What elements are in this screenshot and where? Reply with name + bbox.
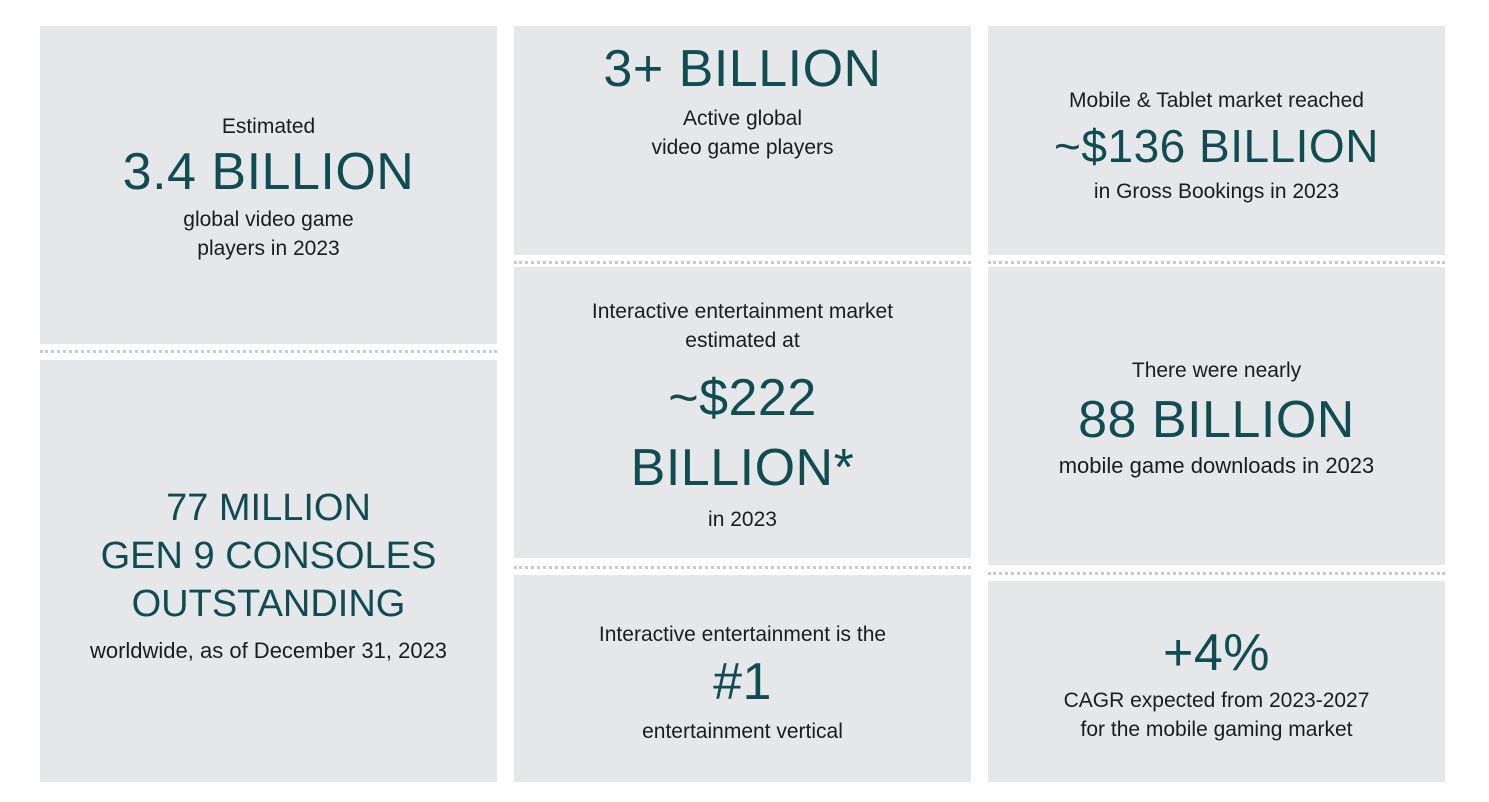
card-headline-figure: ~$222 (668, 369, 817, 427)
dotted-divider (988, 261, 1445, 264)
card-caption-line: global video game (183, 207, 354, 231)
card-caption-line: in Gross Bookings in 2023 (1093, 179, 1340, 203)
card-caption-line: mobile game downloads in 2023 (1058, 453, 1375, 478)
card-headline-figure: +4% (1162, 623, 1271, 682)
card-intro-text: Estimated (221, 114, 316, 138)
card-caption-line: for the mobile gaming market (1080, 717, 1353, 741)
card-caption-line: CAGR expected from 2023-2027 (1063, 688, 1370, 712)
stat-card-top-vertical: Interactive entertainment is the #1 ente… (514, 575, 971, 782)
dotted-divider (40, 350, 497, 353)
card-headline-figure: 3+ BILLION (603, 40, 882, 98)
card-headline-line: GEN 9 CONSOLES (100, 534, 437, 577)
card-headline-figure: #1 (713, 652, 772, 711)
card-headline-figure: BILLION* (630, 439, 855, 497)
card-intro-text: estimated at (685, 329, 800, 352)
stat-card-market-size: Interactive entertainment market estimat… (514, 267, 971, 558)
card-caption-line: video game players (651, 136, 834, 159)
stat-card-mobile-downloads: There were nearly 88 BILLION mobile game… (988, 267, 1445, 565)
dotted-divider (988, 572, 1445, 575)
card-caption-line: players in 2023 (197, 236, 340, 260)
card-headline-line: 77 MILLION (166, 486, 371, 529)
dotted-divider (514, 261, 971, 264)
card-caption-line: Active global (682, 107, 803, 130)
card-intro-text: Interactive entertainment market (591, 300, 894, 323)
stat-card-mobile-cagr: +4% CAGR expected from 2023-2027 for the… (988, 581, 1445, 782)
dotted-divider (514, 566, 971, 569)
stat-card-mobile-bookings: Mobile & Tablet market reached ~$136 BIL… (988, 26, 1445, 255)
stat-card-players-estimated: Estimated 3.4 BILLION global video game … (40, 26, 497, 344)
card-intro-text: Mobile & Tablet market reached (1069, 88, 1364, 112)
card-caption-line: in 2023 (708, 508, 777, 531)
card-intro-text: Interactive entertainment is the (598, 622, 887, 646)
card-intro-text: There were nearly (1131, 359, 1302, 382)
stat-card-active-players: 3+ BILLION Active global video game play… (514, 26, 971, 255)
card-headline-figure: ~$136 BILLION (1054, 119, 1379, 172)
card-headline-figure: 88 BILLION (1078, 391, 1355, 449)
stat-card-gen9-consoles: 77 MILLION GEN 9 CONSOLES OUTSTANDING wo… (40, 360, 497, 782)
card-headline-figure: 3.4 BILLION (122, 142, 415, 201)
card-caption-line: worldwide, as of December 31, 2023 (89, 637, 448, 663)
card-headline-line: OUTSTANDING (131, 582, 406, 625)
card-caption-line: entertainment vertical (642, 719, 843, 743)
